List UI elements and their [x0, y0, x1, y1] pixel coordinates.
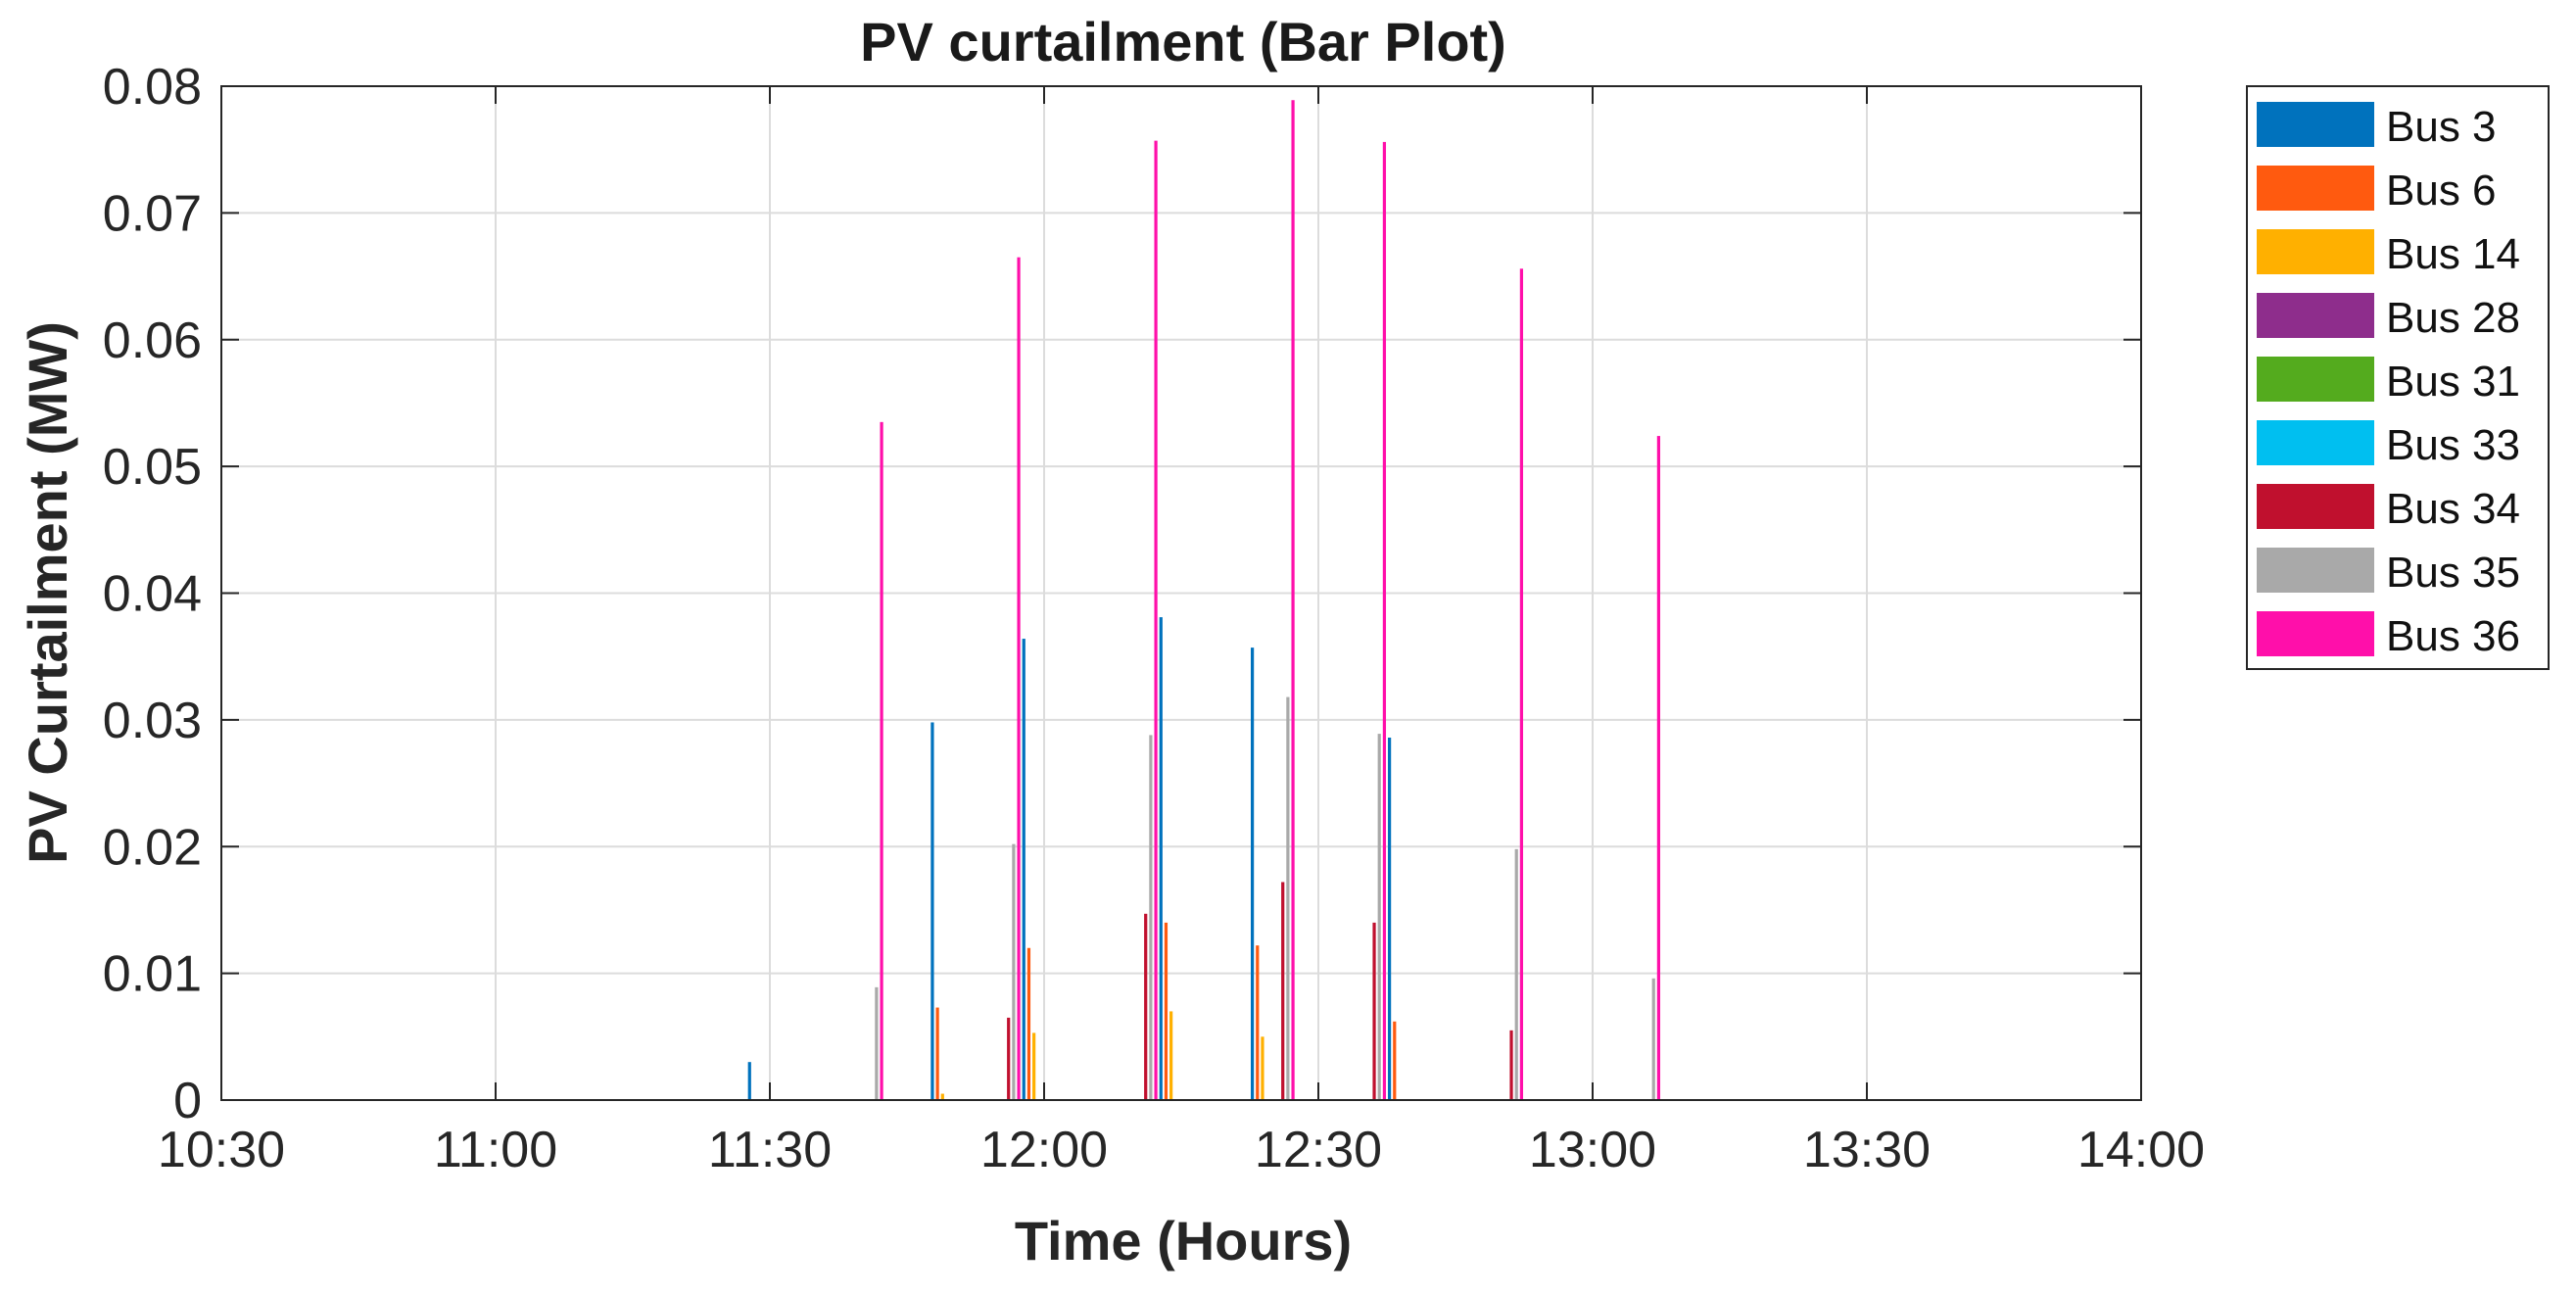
bar: [940, 1093, 944, 1100]
x-tick-label: 13:00: [1529, 1122, 1656, 1178]
bar: [930, 722, 934, 1100]
chart-title: PV curtailment (Bar Plot): [860, 11, 1506, 72]
y-tick-label: 0.01: [103, 946, 202, 1003]
bar: [1159, 617, 1163, 1100]
bar: [1382, 141, 1387, 1101]
bar: [935, 1007, 939, 1100]
x-tick-label: 14:00: [2077, 1122, 2205, 1178]
bar: [1519, 268, 1524, 1100]
legend-label: Bus 6: [2386, 167, 2497, 215]
legend-swatch: [2257, 420, 2374, 465]
legend-swatch: [2257, 611, 2374, 656]
bar: [1144, 913, 1148, 1100]
legend-label: Bus 35: [2386, 549, 2520, 597]
bar: [1026, 947, 1031, 1100]
x-tick-label: 13:30: [1803, 1122, 1931, 1178]
legend-swatch: [2257, 293, 2374, 338]
bar: [1032, 1032, 1036, 1100]
y-tick-label: 0.08: [103, 59, 202, 116]
x-axis-ticks: 10:30 11:00 11:30 12:00 12:30 13:00 13:30 14:00: [158, 86, 2205, 1178]
bar: [1286, 696, 1290, 1100]
bar: [1377, 734, 1381, 1100]
bar: [1012, 843, 1016, 1100]
legend-label: Bus 14: [2386, 230, 2520, 278]
bar: [1514, 848, 1518, 1100]
y-tick-label: 0.04: [103, 566, 202, 623]
x-tick-label: 11:00: [434, 1122, 557, 1178]
x-tick-label: 12:00: [980, 1122, 1108, 1178]
bar: [1256, 945, 1260, 1100]
bar: [1281, 882, 1285, 1100]
bar: [1154, 140, 1158, 1101]
legend-swatch: [2257, 548, 2374, 593]
y-tick-label: 0.02: [103, 819, 202, 876]
y-tick-label: 0.03: [103, 693, 202, 749]
bar: [747, 1062, 751, 1100]
bar: [1149, 735, 1153, 1100]
legend-label: Bus 28: [2386, 294, 2520, 342]
legend: Bus 3 Bus 6 Bus 14 Bus 28 Bus 31 Bus 33 Bus 34…: [2246, 85, 2550, 670]
bar: [1164, 922, 1169, 1100]
legend-swatch: [2257, 357, 2374, 402]
bar: [1261, 1036, 1264, 1100]
bar: [1169, 1011, 1173, 1100]
bar: [1022, 639, 1026, 1100]
bar: [1007, 1017, 1011, 1100]
x-tick-label: 12:30: [1255, 1122, 1382, 1178]
legend-swatch: [2257, 102, 2374, 147]
bars-group: [747, 100, 1661, 1101]
y-axis-ticks: 0 0.01 0.02 0.03 0.04 0.05 0.06 0.07 0.08: [103, 59, 2141, 1129]
legend-label: Bus 33: [2386, 421, 2520, 469]
bar: [1017, 257, 1021, 1100]
legend-swatch: [2257, 166, 2374, 211]
bar: [875, 986, 879, 1100]
grid-lines: [221, 86, 2141, 1100]
bar: [1387, 737, 1392, 1100]
bar: [1393, 1021, 1397, 1100]
bar: [1291, 100, 1295, 1100]
y-tick-label: 0.05: [103, 439, 202, 496]
x-axis-label: Time (Hours): [1015, 1210, 1352, 1271]
y-tick-label: 0.06: [103, 312, 202, 369]
y-tick-label: 0.07: [103, 185, 202, 242]
legend-swatch: [2257, 229, 2374, 274]
bar: [1372, 922, 1376, 1100]
bar: [1651, 978, 1655, 1100]
x-tick-label: 10:30: [158, 1122, 285, 1178]
bar: [1250, 648, 1255, 1100]
y-axis-label: PV Curtailment (MW): [17, 321, 78, 864]
legend-label: Bus 3: [2386, 103, 2497, 151]
x-tick-label: 11:30: [708, 1122, 832, 1178]
legend-label: Bus 31: [2386, 358, 2520, 406]
y-tick-label: 0: [173, 1073, 202, 1129]
legend-label: Bus 34: [2386, 485, 2520, 533]
bar: [1656, 436, 1661, 1100]
bar: [1509, 1030, 1513, 1100]
legend-label: Bus 36: [2386, 612, 2520, 660]
legend-swatch: [2257, 484, 2374, 529]
bar: [880, 421, 883, 1100]
